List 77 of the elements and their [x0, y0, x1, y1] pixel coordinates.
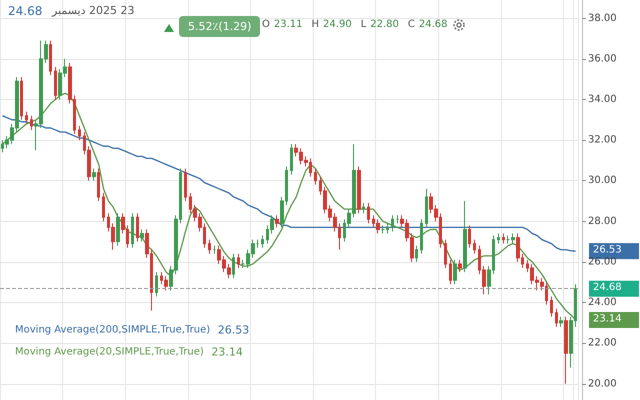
- y-tick-label: 20.00: [588, 378, 617, 390]
- candlestick: [164, 276, 168, 291]
- annotation: 24.68: [418, 19, 448, 30]
- candlestick: [376, 218, 380, 234]
- annotation: 26.53: [218, 324, 250, 336]
- candlestick: [275, 214, 279, 228]
- candlestick: [362, 202, 365, 214]
- candlestick: [502, 233, 505, 244]
- candlestick: [102, 192, 105, 222]
- text: 26.53: [593, 244, 622, 256]
- y-tick-label: 28.00: [588, 216, 617, 227]
- candlestick: [49, 40, 52, 76]
- candlestick: [463, 200, 467, 273]
- annotation: H: [312, 19, 320, 30]
- candlestick: [97, 168, 100, 202]
- annotation: O: [262, 19, 270, 30]
- candlestick: [444, 239, 447, 269]
- y-tick-label: 22.00: [588, 338, 617, 349]
- candlestick: [415, 245, 418, 262]
- text: 23.14: [593, 314, 622, 324]
- candlestick: [290, 144, 293, 176]
- candlestick: [367, 202, 370, 224]
- annotation: 24.90: [323, 19, 352, 30]
- annotation: 23 2025 ديسمبر: [52, 4, 135, 17]
- candlestick: [25, 111, 28, 124]
- y-tick-label: 30.00: [588, 175, 617, 186]
- candlestick: [136, 212, 139, 242]
- candlestick: [314, 168, 317, 186]
- candlestick: [391, 214, 394, 232]
- candlestick: [473, 239, 476, 254]
- candlestick: [420, 218, 423, 254]
- annotation: 23.11: [274, 19, 303, 30]
- text: Moving Average(20,SIMPLE,True,True): [15, 346, 204, 358]
- candlestick: [116, 212, 120, 246]
- annotation: 24.68: [8, 4, 42, 18]
- y-tick-label: 36.00: [588, 53, 617, 64]
- candlestick: [20, 76, 23, 120]
- text: Moving Average(200,SIMPLE,True,True): [15, 324, 210, 336]
- candlestick: [453, 259, 457, 285]
- text: 24.68: [593, 282, 622, 294]
- annotation: C: [408, 19, 415, 30]
- candlestick: [237, 253, 240, 269]
- y-tick-label: 32.00: [588, 134, 617, 146]
- annotation: 23.14: [211, 346, 243, 358]
- candlestick: [381, 224, 385, 234]
- candlestick: [396, 214, 399, 224]
- candlestick: [559, 316, 563, 328]
- candlestick: [425, 188, 428, 228]
- candlestick: [140, 228, 144, 242]
- candlestick: [30, 115, 33, 130]
- y-tick-label: 38.00: [588, 12, 617, 24]
- y-tick-label: 34.00: [588, 94, 617, 105]
- candlestick: [208, 239, 211, 254]
- candlestick: [458, 259, 462, 273]
- candlestick: [213, 245, 216, 254]
- candlestick: [92, 168, 96, 182]
- y-tick-label: 26.00: [588, 256, 617, 268]
- candlestick: [131, 212, 134, 248]
- line-series: [2, 92, 576, 321]
- candlestick: [232, 253, 235, 279]
- annotation: 5.52٪(1.29): [179, 16, 260, 37]
- y-tick-label: 24.00: [588, 297, 617, 308]
- candlestick: [497, 233, 500, 244]
- candlestick: [261, 235, 264, 248]
- candlestick: [550, 296, 553, 318]
- annotation: L: [360, 19, 366, 30]
- candlestick: [54, 66, 57, 100]
- candlestick: [357, 166, 361, 214]
- candlestick: [564, 316, 568, 384]
- annotation: 22.80: [370, 19, 399, 30]
- candlestick: [555, 308, 558, 328]
- candlestick: [449, 259, 452, 285]
- candlestick: [468, 224, 471, 248]
- candlestick: [184, 168, 187, 202]
- line-series: [2, 115, 576, 252]
- candlestick: [78, 125, 81, 141]
- candlestick: [155, 272, 158, 297]
